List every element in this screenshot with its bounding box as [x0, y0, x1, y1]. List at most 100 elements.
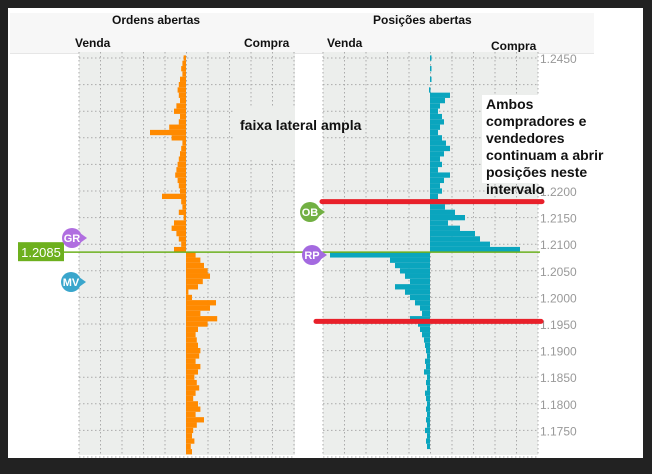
orders-bar	[186, 268, 208, 274]
positions-bar	[420, 326, 430, 333]
orders-bar	[178, 92, 186, 98]
positions-bar	[420, 305, 430, 311]
orders-bar	[178, 209, 186, 215]
price-tick-label: 1.2050	[540, 265, 577, 279]
mv-marker-icon	[61, 272, 81, 292]
orders-bar	[186, 449, 192, 455]
positions-bar	[430, 172, 450, 178]
positions-bar	[427, 353, 430, 359]
right-title: Posições abertas	[373, 13, 472, 27]
positions-bar	[430, 129, 438, 136]
orders-bar	[178, 156, 186, 162]
positions-bar	[427, 433, 430, 439]
positions-bar	[427, 443, 430, 450]
orders-bar	[186, 395, 194, 402]
orders-bar	[186, 363, 201, 370]
orders-bar	[186, 289, 189, 295]
orders-bar	[182, 60, 186, 67]
positions-bar	[430, 108, 438, 114]
orders-bar	[174, 108, 186, 114]
orders-bar	[177, 177, 186, 184]
positions-bar	[430, 177, 444, 184]
ob-marker-pointer	[318, 207, 325, 217]
orders-bar	[180, 113, 186, 120]
orders-bar	[182, 204, 186, 210]
right-buy-label: Compra	[491, 39, 537, 53]
positions-bar	[430, 209, 455, 215]
positions-bar	[330, 252, 430, 258]
positions-bar	[430, 124, 440, 130]
orders-bar	[178, 236, 186, 242]
orders-bar	[186, 257, 201, 263]
positions-bar	[429, 87, 431, 93]
mv-marker-pointer	[79, 277, 86, 287]
positions-bar	[430, 193, 438, 200]
positions-bar	[426, 395, 430, 402]
positions-bar	[418, 321, 430, 327]
orders-bar	[176, 103, 186, 109]
orders-bar	[186, 438, 195, 444]
orders-bar	[186, 294, 192, 301]
orders-bar	[181, 145, 186, 152]
orders-bar	[178, 82, 186, 88]
positions-bar	[430, 97, 445, 104]
orders-bar	[186, 390, 196, 396]
positions-bar	[426, 379, 430, 386]
orders-bar	[186, 284, 198, 290]
orders-bar	[180, 151, 186, 157]
orders-bar	[186, 417, 204, 423]
orders-bar	[186, 401, 198, 407]
orders-bar	[174, 220, 186, 226]
current-price-label: 1.2085	[21, 245, 61, 260]
positions-bar	[425, 358, 430, 364]
orders-bar	[180, 76, 186, 82]
range-bg	[235, 108, 295, 158]
orders-bar	[186, 358, 196, 364]
positions-bar	[427, 374, 430, 380]
positions-bar	[422, 332, 430, 338]
positions-bar	[395, 262, 430, 269]
positions-bar	[430, 151, 444, 157]
orders-bar	[186, 433, 192, 439]
price-tick-label: 1.2100	[540, 238, 577, 252]
positions-bar	[405, 289, 430, 295]
orders-bar	[182, 71, 186, 77]
orders-bar	[182, 140, 186, 146]
range-annotation: faixa lateral ampla	[240, 117, 362, 133]
orders-bar	[177, 87, 186, 93]
positions-bar	[430, 220, 448, 226]
positions-bar	[415, 300, 430, 306]
orders-bar	[176, 167, 186, 173]
orders-bar	[178, 119, 186, 125]
orders-bar	[186, 406, 201, 412]
orders-bar	[186, 385, 200, 391]
rp-marker-label: RP	[304, 250, 319, 262]
orders-bar	[180, 97, 186, 104]
positions-bar	[430, 215, 465, 221]
orders-bar	[183, 55, 186, 61]
ob-marker-icon	[300, 202, 320, 222]
orders-bar	[186, 316, 218, 322]
positions-bar	[410, 278, 430, 285]
price-tick-label: 1.1950	[540, 318, 577, 332]
orders-bar	[171, 225, 186, 231]
orders-bar	[186, 348, 201, 354]
orders-bar	[186, 353, 200, 359]
note-annotation: Ambos compradores e vendedores continuam…	[482, 95, 618, 197]
positions-bar	[427, 385, 430, 391]
positions-bar	[422, 310, 430, 317]
positions-bar	[425, 342, 430, 348]
price-tick-label: 1.1850	[540, 371, 577, 385]
price-tick-label: 1.2150	[540, 212, 577, 226]
rp-marker-pointer	[320, 250, 327, 260]
positions-bar	[427, 401, 430, 407]
positions-bar	[395, 284, 430, 290]
orders-bar	[186, 305, 210, 311]
positions-bar	[430, 161, 442, 168]
orders-bar	[186, 337, 197, 343]
price-tick-label: 1.2450	[540, 52, 577, 66]
price-tick-label: 1.2000	[540, 291, 577, 305]
positions-bar	[430, 188, 442, 194]
gr-marker-pointer	[80, 233, 87, 243]
